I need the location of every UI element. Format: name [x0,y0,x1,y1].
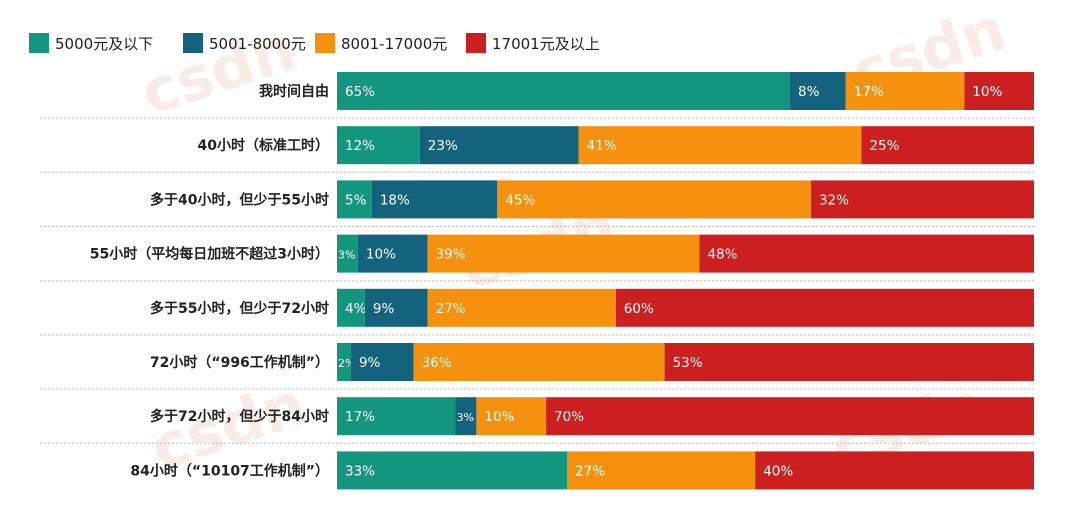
bar-segment [427,288,616,327]
data-label: 33% [345,463,375,479]
data-label: 70% [554,409,584,425]
data-label: 12% [345,138,375,154]
bar-segment [497,180,811,219]
bar-segment [337,343,351,381]
legend-label: 5000元及以下 [55,35,153,53]
bar-segment [567,451,756,490]
bar-segment [964,72,1034,110]
category-label: 72小时（“996工作机制”） [150,354,329,371]
data-label: 25% [869,138,899,154]
bar-segment [337,180,372,219]
bar-segment [337,234,358,273]
legend-label: 8001-17000元 [341,35,447,53]
watermark-text: csdn [133,14,304,129]
data-label: 36% [422,355,452,371]
row-separators [40,117,1034,444]
bar-segment [615,288,1034,327]
bar-segment [413,343,665,381]
category-label: 多于55小时，但少于72小时 [150,300,329,317]
category-label: 55小时（平均每日加班不超过3小时） [90,246,329,263]
data-label: 17% [345,409,375,425]
data-label: 8% [798,84,820,100]
bar-segment [337,288,365,327]
category-label: 我时间自由 [259,83,329,100]
data-label: 17% [854,84,884,100]
bar-segment [476,397,547,436]
data-label: 4% [345,301,367,317]
legend-swatch [466,33,486,53]
category-label: 多于40小时，但少于55小时 [150,191,329,208]
data-label: 3% [338,249,355,262]
data-label: 32% [819,192,849,208]
data-label: 39% [436,247,466,263]
category-label: 84小时（“10107工作机制”） [130,462,329,479]
bar-segment [546,397,1034,436]
data-label: 5% [345,192,367,208]
bar-segment [755,451,1034,490]
category-label: 40小时（标准工时） [198,137,329,154]
data-label: 48% [707,247,737,263]
bar-segment [337,72,791,110]
data-label: 10% [484,409,514,425]
category-label: 多于72小时，但少于84小时 [150,408,329,425]
legend-label: 5001-8000元 [209,35,306,53]
legend: 5000元及以下 5001-8000元 8001-17000元 17001元及以上 [29,33,600,53]
data-label: 18% [380,192,410,208]
data-label: 65% [345,84,375,100]
data-label: 53% [673,355,703,371]
legend-label: 17001元及以上 [492,35,600,53]
bar-segment [699,234,1034,273]
data-label: 27% [436,301,466,317]
bar-segment [810,180,1034,219]
bar-segment [337,397,456,436]
bar-segment [455,397,477,436]
data-label: 40% [763,463,793,479]
bar-segment [578,126,862,165]
bar-segment [357,234,428,273]
bar-segment [337,451,568,490]
category-labels: 我时间自由 40小时（标准工时） 多于40小时，但少于55小时 55小时（平均每日加班… [90,83,329,479]
data-label: 10% [972,84,1002,100]
legend-swatch [29,33,49,53]
bar-segment [845,72,965,110]
bar-segment [790,72,846,110]
bar-segment [861,126,1034,165]
data-label: 9% [373,301,395,317]
bars: 65% 8% 17% 10% 12% 23% 41% 25% 5% 18% 45% 32% 3% 10% 3… [337,72,1034,490]
data-label: 41% [587,138,617,154]
data-label: 3% [456,411,473,424]
data-label: 9% [359,355,381,371]
bar-segment [371,180,498,219]
legend-swatch [315,33,335,53]
legend-swatch [183,33,203,53]
bar-segment [664,343,1034,381]
data-label: 27% [575,463,605,479]
data-label: 10% [366,247,396,263]
bar-segment [364,288,428,327]
data-label: 45% [505,192,535,208]
data-label: 60% [624,301,654,317]
bar-segment [337,126,420,165]
data-label: 23% [428,138,458,154]
bar-segment [427,234,700,273]
bar-segment [350,343,414,381]
bar-segment [419,126,579,165]
